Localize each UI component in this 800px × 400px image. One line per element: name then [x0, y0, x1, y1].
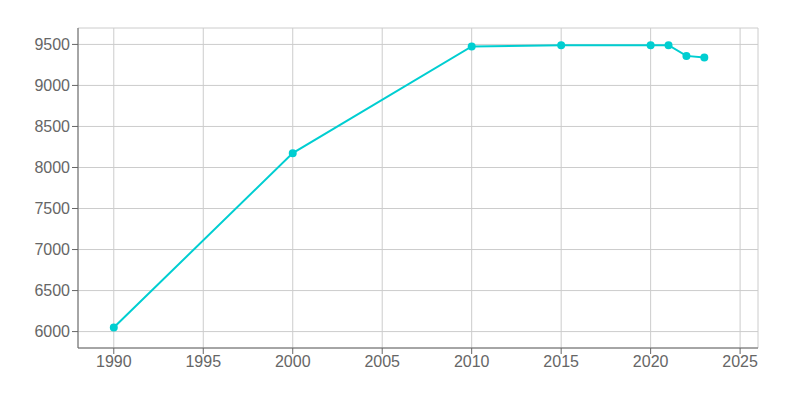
svg-text:2010: 2010 [454, 353, 490, 370]
svg-text:6000: 6000 [34, 323, 70, 340]
svg-text:8000: 8000 [34, 159, 70, 176]
svg-text:2005: 2005 [364, 353, 400, 370]
svg-text:9500: 9500 [34, 36, 70, 53]
svg-text:2020: 2020 [633, 353, 669, 370]
svg-text:7500: 7500 [34, 200, 70, 217]
svg-text:6500: 6500 [34, 282, 70, 299]
svg-text:8500: 8500 [34, 118, 70, 135]
svg-text:2025: 2025 [722, 353, 758, 370]
svg-text:1995: 1995 [185, 353, 221, 370]
svg-text:2015: 2015 [543, 353, 579, 370]
svg-text:2000: 2000 [275, 353, 311, 370]
svg-text:7000: 7000 [34, 241, 70, 258]
svg-text:9000: 9000 [34, 77, 70, 94]
svg-text:1990: 1990 [96, 353, 132, 370]
